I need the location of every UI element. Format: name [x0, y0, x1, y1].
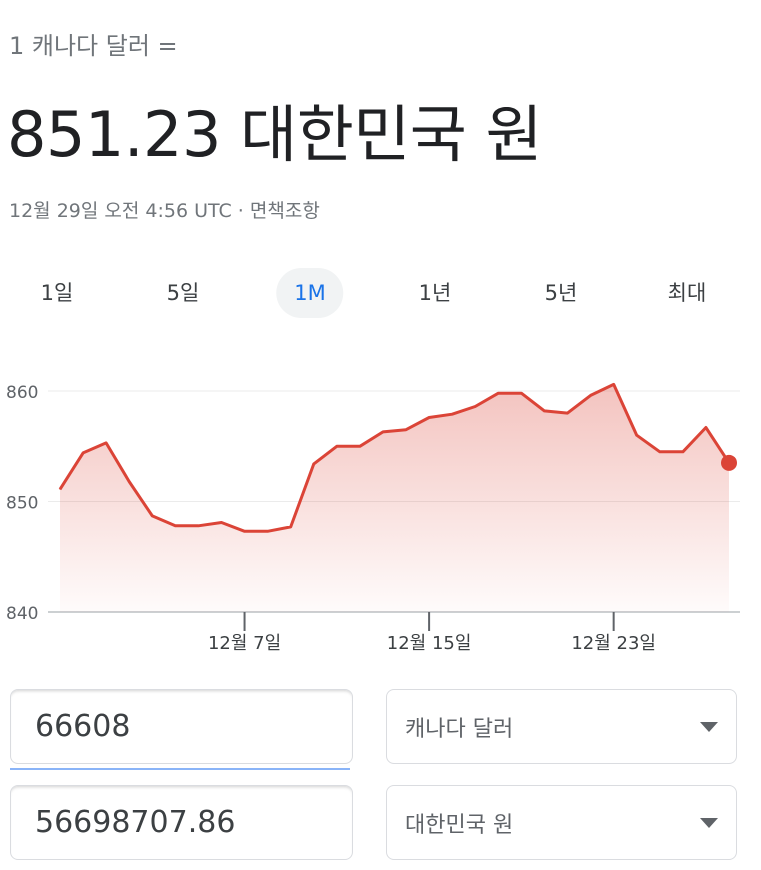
data-point	[244, 530, 246, 532]
current-value-marker	[721, 454, 737, 471]
tab-5-year[interactable]: 5년	[544, 281, 578, 305]
x-tick-label: 12월 23일	[571, 633, 656, 654]
amount-from-input[interactable]: 66608	[10, 689, 353, 764]
data-point	[174, 525, 176, 527]
timestamp-disclaimer: 12월 29일 오전 4:56 UTC · 면책조항	[9, 200, 320, 222]
data-point	[497, 392, 499, 394]
tab-1-year[interactable]: 1년	[418, 281, 452, 305]
x-tick-label: 12월 15일	[387, 633, 472, 654]
data-point	[659, 451, 661, 453]
data-point	[636, 434, 638, 436]
x-tick-label: 12월 7일	[208, 633, 281, 654]
conversion-label: 1 캐나다 달러 =	[9, 32, 178, 60]
data-point	[543, 410, 545, 412]
amount-to-input[interactable]: 56698707.86	[10, 785, 353, 860]
y-tick-label: 860	[6, 383, 38, 403]
data-point	[267, 530, 269, 532]
data-point	[220, 521, 222, 523]
currency-from-label: 캐나다 달러	[405, 716, 514, 742]
data-point	[590, 394, 592, 396]
data-point	[382, 431, 384, 433]
data-point	[197, 525, 199, 527]
data-point	[613, 383, 615, 385]
input-focus-underline	[10, 768, 350, 770]
exchange-rate-chart[interactable]: 860 850 840 12월 7일 12월 15일 12월 23일	[0, 330, 761, 660]
tab-max[interactable]: 최대	[667, 281, 707, 305]
amount-to-value: 56698707.86	[35, 805, 236, 840]
tab-1-day[interactable]: 1일	[40, 281, 74, 305]
currency-from-select[interactable]: 캐나다 달러	[386, 689, 737, 764]
data-point	[359, 445, 361, 447]
y-tick-label: 840	[6, 604, 38, 624]
data-point	[451, 413, 453, 415]
data-point	[59, 488, 61, 490]
currency-to-select[interactable]: 대한민국 원	[386, 785, 737, 860]
data-point	[290, 526, 292, 528]
data-point	[705, 426, 707, 428]
chevron-down-icon	[700, 817, 718, 828]
y-tick-label: 850	[6, 494, 38, 514]
tab-5-day[interactable]: 5일	[166, 281, 200, 305]
data-point	[405, 429, 407, 431]
data-point	[105, 442, 107, 444]
data-point	[520, 392, 522, 394]
tab-1-month[interactable]: 1M	[276, 268, 344, 318]
data-point	[313, 463, 315, 465]
data-point	[682, 451, 684, 453]
amount-from-value: 66608	[35, 709, 131, 744]
data-point	[336, 445, 338, 447]
currency-to-label: 대한민국 원	[405, 812, 514, 838]
data-point	[128, 481, 130, 483]
time-range-tabs: 1일 5일 1M 1년 5년 최대	[0, 268, 761, 320]
data-point	[82, 452, 84, 454]
data-point	[428, 417, 430, 419]
data-point	[474, 405, 476, 407]
chevron-down-icon	[700, 721, 718, 732]
converted-value: 851.23 대한민국 원	[7, 98, 543, 171]
data-point	[567, 412, 569, 414]
area-fill	[60, 384, 729, 612]
data-point	[151, 515, 153, 517]
series-line	[58, 382, 731, 533]
